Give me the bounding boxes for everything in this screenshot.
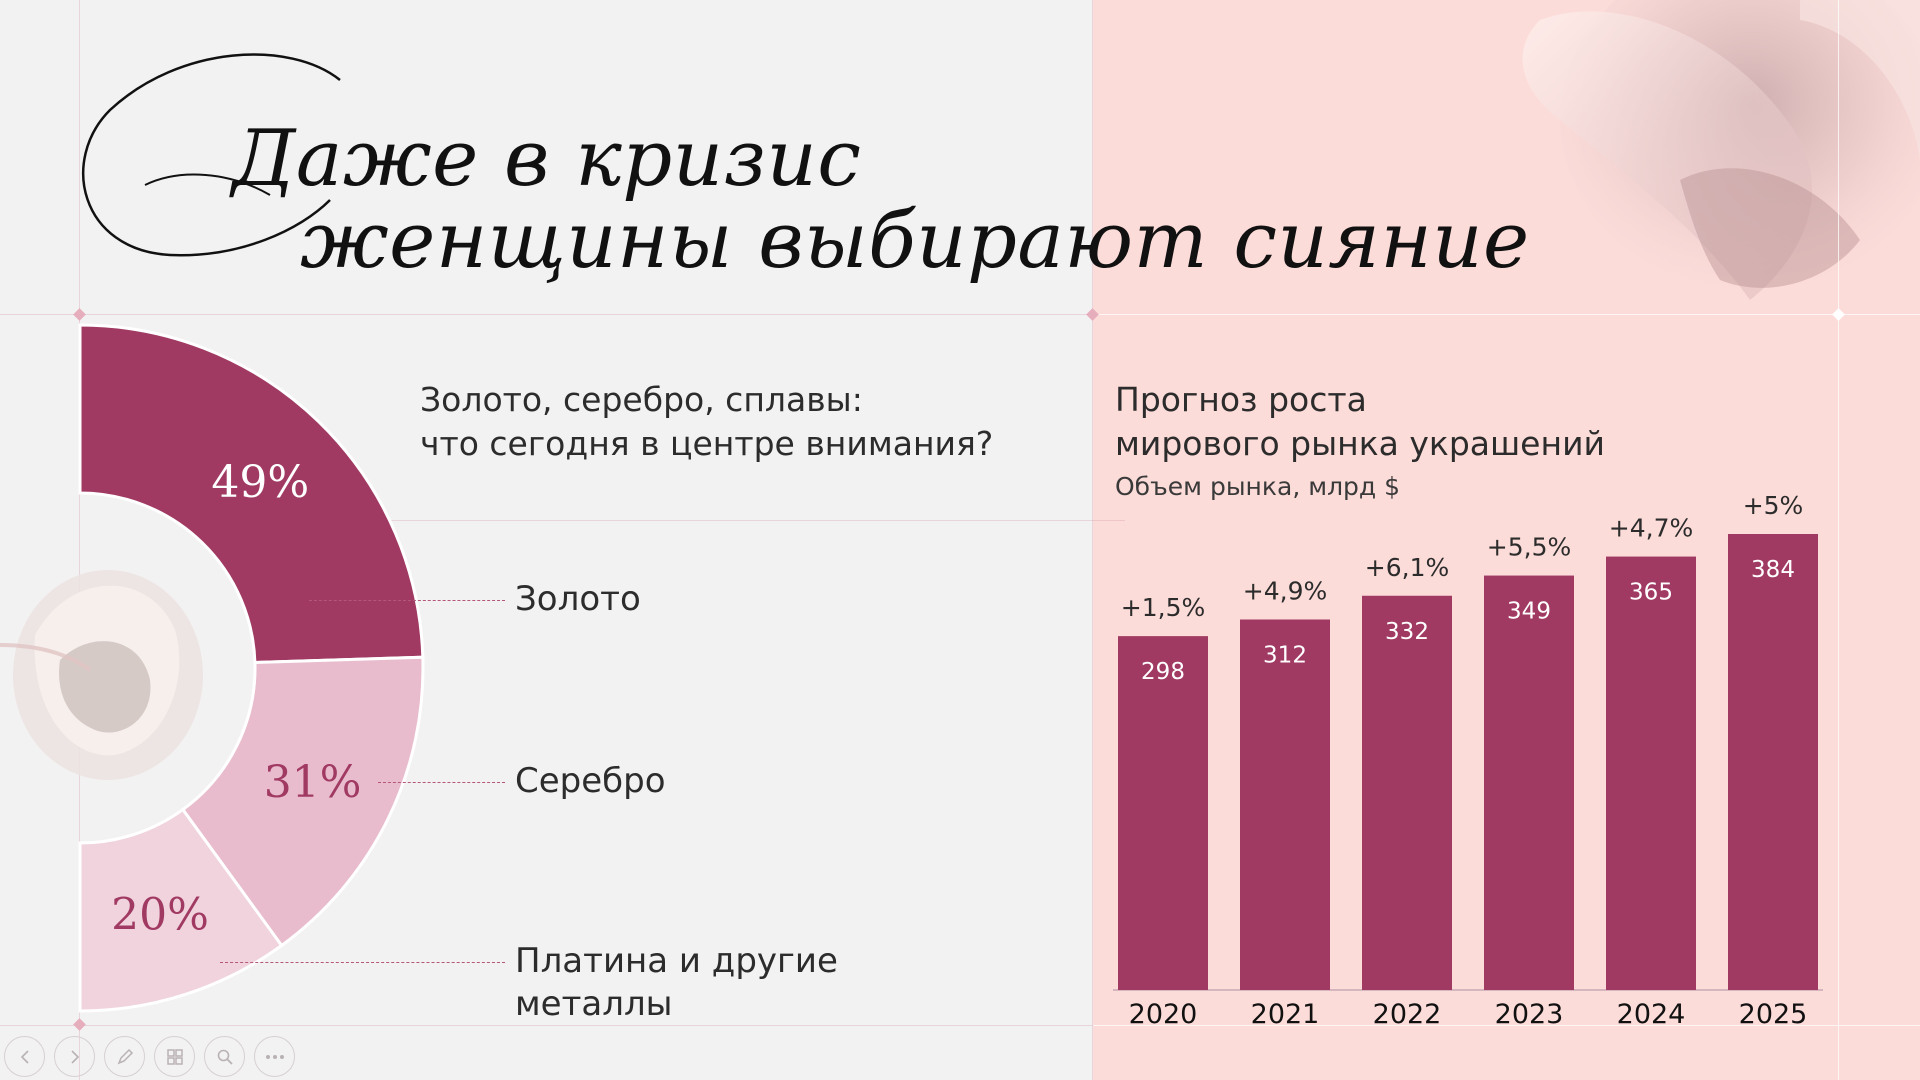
legend-leader-line (308, 600, 505, 601)
legend-leader-line (378, 782, 505, 783)
bar (1728, 534, 1818, 990)
x-tick-label: 2023 (1495, 999, 1564, 1030)
x-tick-label: 2025 (1739, 999, 1808, 1030)
bar-value-label: 298 (1141, 659, 1185, 685)
legend-leader-line (220, 962, 505, 963)
bar-value-label: 365 (1629, 580, 1673, 606)
bar-growth-label: +1,5% (1121, 593, 1205, 622)
x-tick-label: 2022 (1373, 999, 1442, 1030)
guide-line-question (380, 520, 1125, 521)
bar-value-label: 332 (1385, 619, 1429, 645)
bar-value-label: 349 (1507, 599, 1551, 625)
bar (1118, 636, 1208, 990)
donut-data-label: 49% (211, 457, 309, 508)
bar (1484, 575, 1574, 990)
guide-line-right (1838, 0, 1839, 1080)
donut-chart: 49% 31% 20% (0, 323, 425, 1013)
bar-chart-subtitle: Объем рынка, млрд $ (1115, 472, 1401, 501)
legend-entry: Платина и другие металлы (515, 940, 838, 1026)
bar-value-label: 384 (1751, 557, 1795, 583)
legend-entry-line: металлы (515, 984, 673, 1024)
next-arrow-icon[interactable] (54, 1036, 95, 1077)
bar-chart-title-line-2: мирового рынка украшений (1115, 424, 1605, 463)
bar-growth-label: +5% (1743, 491, 1804, 520)
bar-value-label: 312 (1263, 643, 1307, 669)
pen-icon[interactable] (104, 1036, 145, 1077)
guide-line-middle (1092, 0, 1093, 1080)
donut-question-line-1: Золото, серебро, сплавы: (420, 380, 863, 419)
page-title-line-2: женщины выбирают сияние (300, 196, 1530, 286)
bar (1606, 556, 1696, 990)
prev-arrow-icon[interactable] (4, 1036, 45, 1077)
bar-growth-label: +4,9% (1243, 577, 1327, 606)
title-swash-decoration (82, 53, 341, 257)
donut-data-label: 31% (264, 757, 362, 808)
zoom-icon[interactable] (204, 1036, 245, 1077)
bar-chart-title-line-1: Прогноз роста (1115, 380, 1367, 419)
title-block: Даже в кризис женщины выбирают сияние (0, 0, 1529, 300)
x-tick-label: 2024 (1617, 999, 1686, 1030)
presentation-toolbar (4, 1036, 295, 1077)
guide-line-bottom-right (1093, 1025, 1920, 1026)
guide-line-top-right (1093, 314, 1920, 315)
legend-entry-line: Золото (515, 579, 641, 619)
page-title-line-1: Даже в кризис (232, 114, 862, 204)
guide-line-top (0, 314, 1093, 315)
legend-entry: Серебро (515, 760, 666, 803)
bar-chart: 298 +1,5% 2020 312 +4,9% 2021 332 +6,1% 2022 349 +… (1113, 491, 1823, 1030)
donut-data-label: 20% (111, 889, 209, 940)
more-options-icon[interactable] (254, 1036, 295, 1077)
donut-slice (78, 807, 284, 1013)
legend-entry: Золото (515, 578, 641, 621)
donut-question: Золото, серебро, сплавы: что сегодня в ц… (420, 378, 993, 466)
x-tick-label: 2021 (1251, 999, 1320, 1030)
guide-line-left (79, 0, 80, 1080)
legend-entry-line: Серебро (515, 761, 666, 801)
guide-line-bottom (0, 1025, 1093, 1026)
x-tick-label: 2020 (1129, 999, 1198, 1030)
bar-growth-label: +6,1% (1365, 553, 1449, 582)
bar (1362, 595, 1452, 990)
bar-chart-title: Прогноз роста мирового рынка украшений (1115, 378, 1605, 466)
legend-entry-line: Платина и другие (515, 941, 838, 981)
donut-slice (78, 323, 425, 665)
slides-grid-icon[interactable] (154, 1036, 195, 1077)
donut-question-line-2: что сегодня в центре внимания? (420, 424, 994, 463)
bar-growth-label: +4,7% (1609, 514, 1693, 543)
bar-growth-label: +5,5% (1487, 533, 1571, 562)
flower-decoration-left (0, 570, 203, 780)
bar (1240, 619, 1330, 990)
donut-slice (180, 655, 425, 948)
